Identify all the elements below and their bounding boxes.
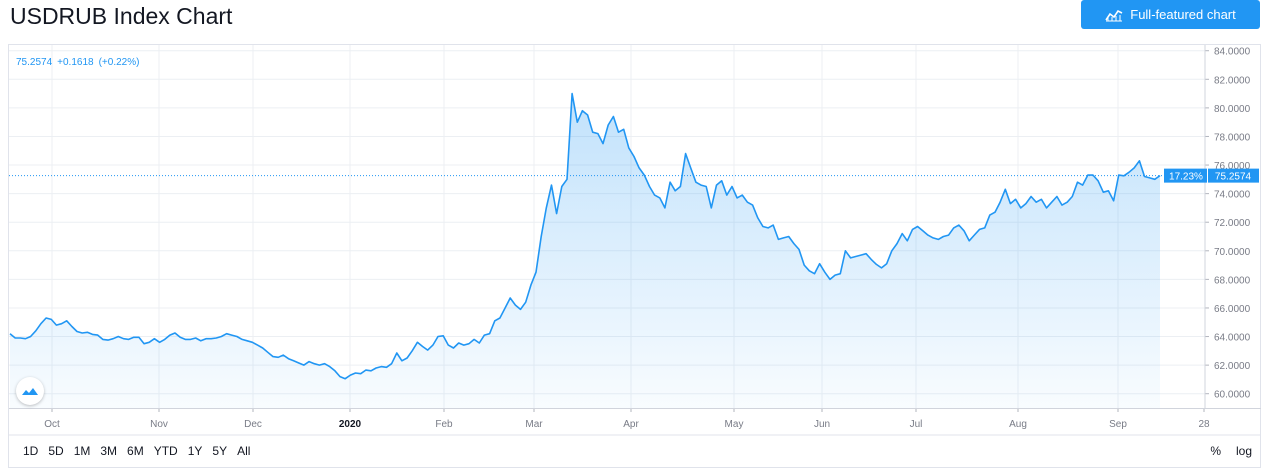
y-tick-label: 74.0000 bbox=[1214, 190, 1251, 201]
scale-toggles: % log bbox=[1210, 444, 1252, 458]
full-featured-chart-button[interactable]: Full-featured chart bbox=[1081, 0, 1260, 29]
y-tick-label: 84.0000 bbox=[1214, 47, 1251, 58]
legend-change-pct: (+0.22%) bbox=[99, 57, 140, 68]
x-tick-label: 28 bbox=[1198, 419, 1210, 430]
range-button-1d[interactable]: 1D bbox=[23, 444, 39, 458]
x-tick-label: Apr bbox=[623, 419, 639, 430]
x-tick-label: Jun bbox=[814, 419, 830, 430]
x-tick-label: Sep bbox=[1109, 419, 1127, 430]
range-button-ytd[interactable]: YTD bbox=[153, 444, 178, 458]
x-tick-label: 2020 bbox=[339, 419, 362, 430]
legend-change: +0.1618 bbox=[57, 57, 94, 68]
x-tick-label: Oct bbox=[44, 419, 60, 430]
x-tick-label: Feb bbox=[435, 419, 453, 430]
y-tick-label: 62.0000 bbox=[1214, 361, 1251, 372]
y-tick-label: 82.0000 bbox=[1214, 75, 1251, 86]
y-tick-label: 60.0000 bbox=[1214, 390, 1251, 401]
price-tag bbox=[1208, 168, 1259, 183]
range-button-3m[interactable]: 3M bbox=[100, 444, 118, 458]
y-tick-label: 68.0000 bbox=[1214, 275, 1251, 286]
range-button-1m[interactable]: 1M bbox=[73, 444, 91, 458]
y-tick-label: 66.0000 bbox=[1214, 304, 1251, 315]
x-tick-label: Dec bbox=[244, 419, 262, 430]
range-selector: 1D 5D 1M 3M 6M YTD 1Y 5Y All bbox=[23, 444, 260, 458]
range-button-6m[interactable]: 6M bbox=[127, 444, 144, 458]
log-scale-toggle[interactable]: log bbox=[1235, 444, 1252, 458]
x-tick-label: Jul bbox=[910, 419, 923, 430]
y-tick-label: 70.0000 bbox=[1214, 247, 1251, 258]
cloud-icon bbox=[22, 388, 38, 395]
y-tick-label: 78.0000 bbox=[1214, 132, 1251, 143]
range-button-1y[interactable]: 1Y bbox=[187, 444, 203, 458]
y-tick-label: 80.0000 bbox=[1214, 104, 1251, 115]
chart-line-icon bbox=[1105, 9, 1123, 21]
x-tick-label: Aug bbox=[1009, 419, 1027, 430]
legend-price: 75.2574 bbox=[16, 57, 53, 68]
price-tag-label: 75.2574 bbox=[1215, 172, 1252, 183]
legend: 75.2574 +0.1618 (+0.22%) bbox=[16, 57, 139, 68]
pct-tag-label: 17.23% bbox=[1169, 172, 1203, 183]
range-button-all[interactable]: All bbox=[237, 444, 251, 458]
chart-frame[interactable] bbox=[8, 44, 1261, 468]
tradingview-logo[interactable] bbox=[16, 377, 44, 405]
y-tick-label: 72.0000 bbox=[1214, 218, 1251, 229]
range-button-5d[interactable]: 5D bbox=[48, 444, 64, 458]
percent-scale-toggle[interactable]: % bbox=[1210, 444, 1221, 458]
y-tick-label: 64.0000 bbox=[1214, 333, 1251, 344]
series-line[interactable] bbox=[9, 92, 1161, 380]
x-tick-label: Nov bbox=[150, 419, 168, 430]
full-featured-chart-label: Full-featured chart bbox=[1130, 7, 1236, 22]
x-tick-label: Mar bbox=[525, 419, 543, 430]
series-area bbox=[10, 93, 1160, 408]
y-tick-label: 76.0000 bbox=[1214, 161, 1251, 172]
page-title: USDRUB Index Chart bbox=[10, 3, 233, 29]
range-button-5y[interactable]: 5Y bbox=[212, 444, 228, 458]
x-tick-label: May bbox=[725, 419, 744, 430]
pct-tag bbox=[1164, 168, 1207, 183]
